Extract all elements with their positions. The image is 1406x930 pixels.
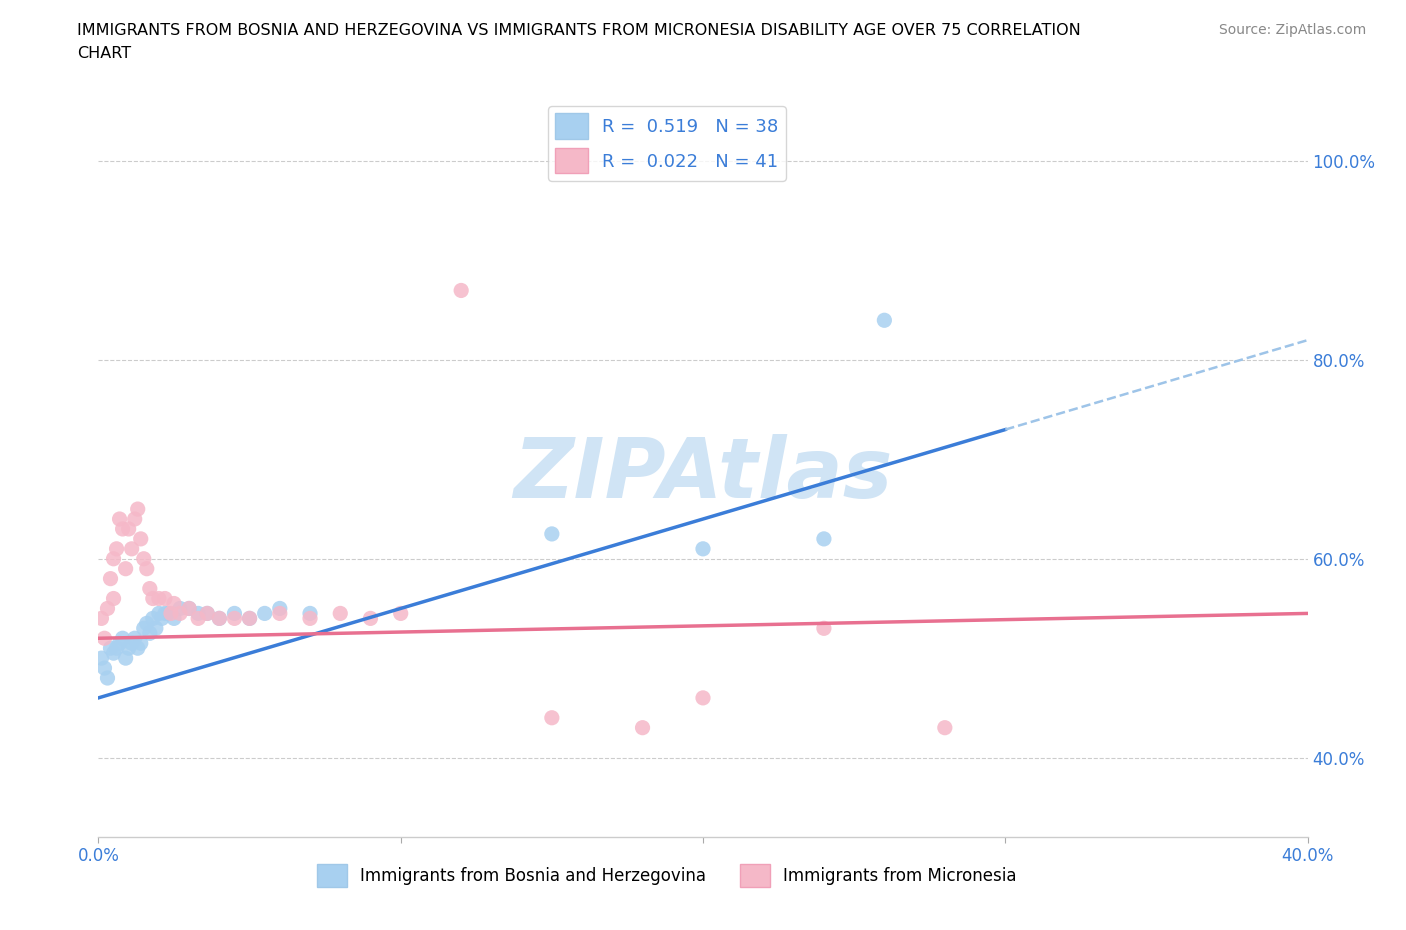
- Point: [813, 531, 835, 546]
- Point: [148, 591, 170, 606]
- Point: [139, 626, 162, 641]
- Text: Source: ZipAtlas.com: Source: ZipAtlas.com: [1219, 23, 1367, 37]
- Point: [132, 621, 155, 636]
- Point: [873, 312, 896, 327]
- Point: [195, 606, 218, 621]
- Point: [631, 720, 654, 735]
- Point: [93, 631, 115, 645]
- Point: [692, 541, 714, 556]
- Point: [163, 611, 186, 626]
- Point: [132, 551, 155, 566]
- Point: [934, 720, 956, 735]
- Point: [187, 611, 209, 626]
- Point: [153, 606, 176, 621]
- Point: [195, 606, 218, 621]
- Point: [208, 611, 231, 626]
- Point: [96, 601, 118, 616]
- Point: [224, 611, 246, 626]
- Point: [224, 606, 246, 621]
- Point: [121, 636, 143, 651]
- Point: [540, 526, 562, 541]
- Point: [103, 591, 125, 606]
- Point: [90, 611, 112, 626]
- Point: [135, 562, 157, 577]
- Point: [129, 531, 152, 546]
- Point: [169, 601, 191, 616]
- Point: [156, 606, 179, 621]
- Point: [118, 522, 141, 537]
- Point: [100, 571, 122, 586]
- Point: [127, 501, 149, 516]
- Point: [108, 636, 131, 651]
- Text: IMMIGRANTS FROM BOSNIA AND HERZEGOVINA VS IMMIGRANTS FROM MICRONESIA DISABILITY : IMMIGRANTS FROM BOSNIA AND HERZEGOVINA V…: [77, 23, 1081, 38]
- Point: [540, 711, 562, 725]
- Point: [105, 541, 128, 556]
- Point: [450, 283, 472, 298]
- Point: [142, 611, 165, 626]
- Point: [103, 645, 125, 660]
- Point: [96, 671, 118, 685]
- Point: [111, 631, 134, 645]
- Point: [114, 651, 136, 666]
- Point: [253, 606, 276, 621]
- Point: [100, 641, 122, 656]
- Point: [108, 512, 131, 526]
- Point: [90, 651, 112, 666]
- Point: [169, 606, 191, 621]
- Text: ZIPAtlas: ZIPAtlas: [513, 433, 893, 515]
- Point: [179, 601, 201, 616]
- Text: CHART: CHART: [77, 46, 131, 61]
- Point: [129, 636, 152, 651]
- Point: [269, 601, 291, 616]
- Point: [121, 541, 143, 556]
- Point: [187, 606, 209, 621]
- Point: [124, 512, 146, 526]
- Point: [150, 611, 173, 626]
- Point: [148, 606, 170, 621]
- Point: [163, 596, 186, 611]
- Point: [135, 616, 157, 631]
- Point: [389, 606, 412, 621]
- Point: [142, 591, 165, 606]
- Point: [239, 611, 262, 626]
- Point: [299, 606, 322, 621]
- Point: [208, 611, 231, 626]
- Point: [179, 601, 201, 616]
- Point: [111, 522, 134, 537]
- Point: [692, 690, 714, 705]
- Point: [105, 641, 128, 656]
- Point: [114, 562, 136, 577]
- Point: [813, 621, 835, 636]
- Point: [269, 606, 291, 621]
- Point: [239, 611, 262, 626]
- Point: [124, 631, 146, 645]
- Point: [329, 606, 352, 621]
- Point: [127, 641, 149, 656]
- Point: [153, 591, 176, 606]
- Point: [299, 611, 322, 626]
- Point: [145, 621, 167, 636]
- Point: [360, 611, 382, 626]
- Point: [139, 581, 162, 596]
- Point: [103, 551, 125, 566]
- Legend: Immigrants from Bosnia and Herzegovina, Immigrants from Micronesia: Immigrants from Bosnia and Herzegovina, …: [311, 857, 1024, 894]
- Point: [118, 641, 141, 656]
- Point: [160, 606, 183, 621]
- Point: [93, 660, 115, 675]
